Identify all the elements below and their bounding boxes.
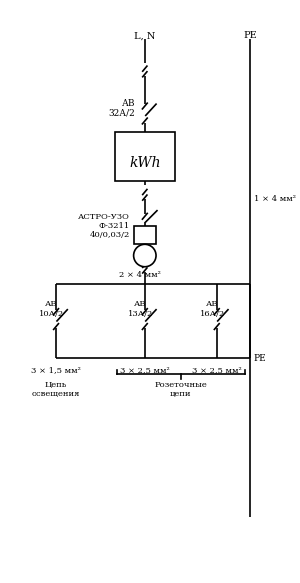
Text: АСТРО-УЗО
Ф-3211
40/0,03/2: АСТРО-УЗО Ф-3211 40/0,03/2 — [78, 213, 130, 239]
Text: 3 × 1,5 мм²: 3 × 1,5 мм² — [31, 366, 81, 374]
Text: PE: PE — [253, 354, 266, 363]
Text: Цепь
освещения: Цепь освещения — [32, 381, 80, 398]
Text: АВ
16А/2: АВ 16А/2 — [200, 300, 225, 318]
Text: 2 × 4 мм²: 2 × 4 мм² — [119, 271, 161, 279]
Text: 3 × 2,5 мм²: 3 × 2,5 мм² — [120, 366, 170, 374]
Text: PE: PE — [244, 31, 257, 40]
Text: 3 × 2,5 мм²: 3 × 2,5 мм² — [192, 366, 242, 374]
Text: АВ
10А/2: АВ 10А/2 — [39, 300, 64, 318]
Bar — [134, 226, 156, 244]
Text: L, N: L, N — [134, 31, 155, 40]
Text: АВ
13А/2: АВ 13А/2 — [128, 300, 153, 318]
Bar — [115, 132, 175, 181]
Text: kWh: kWh — [129, 156, 160, 170]
Text: 1 × 4 мм²: 1 × 4 мм² — [254, 195, 296, 203]
Text: АВ
32А/2: АВ 32А/2 — [109, 99, 136, 118]
Circle shape — [134, 244, 156, 267]
Text: Розеточные
цепи: Розеточные цепи — [154, 381, 207, 398]
